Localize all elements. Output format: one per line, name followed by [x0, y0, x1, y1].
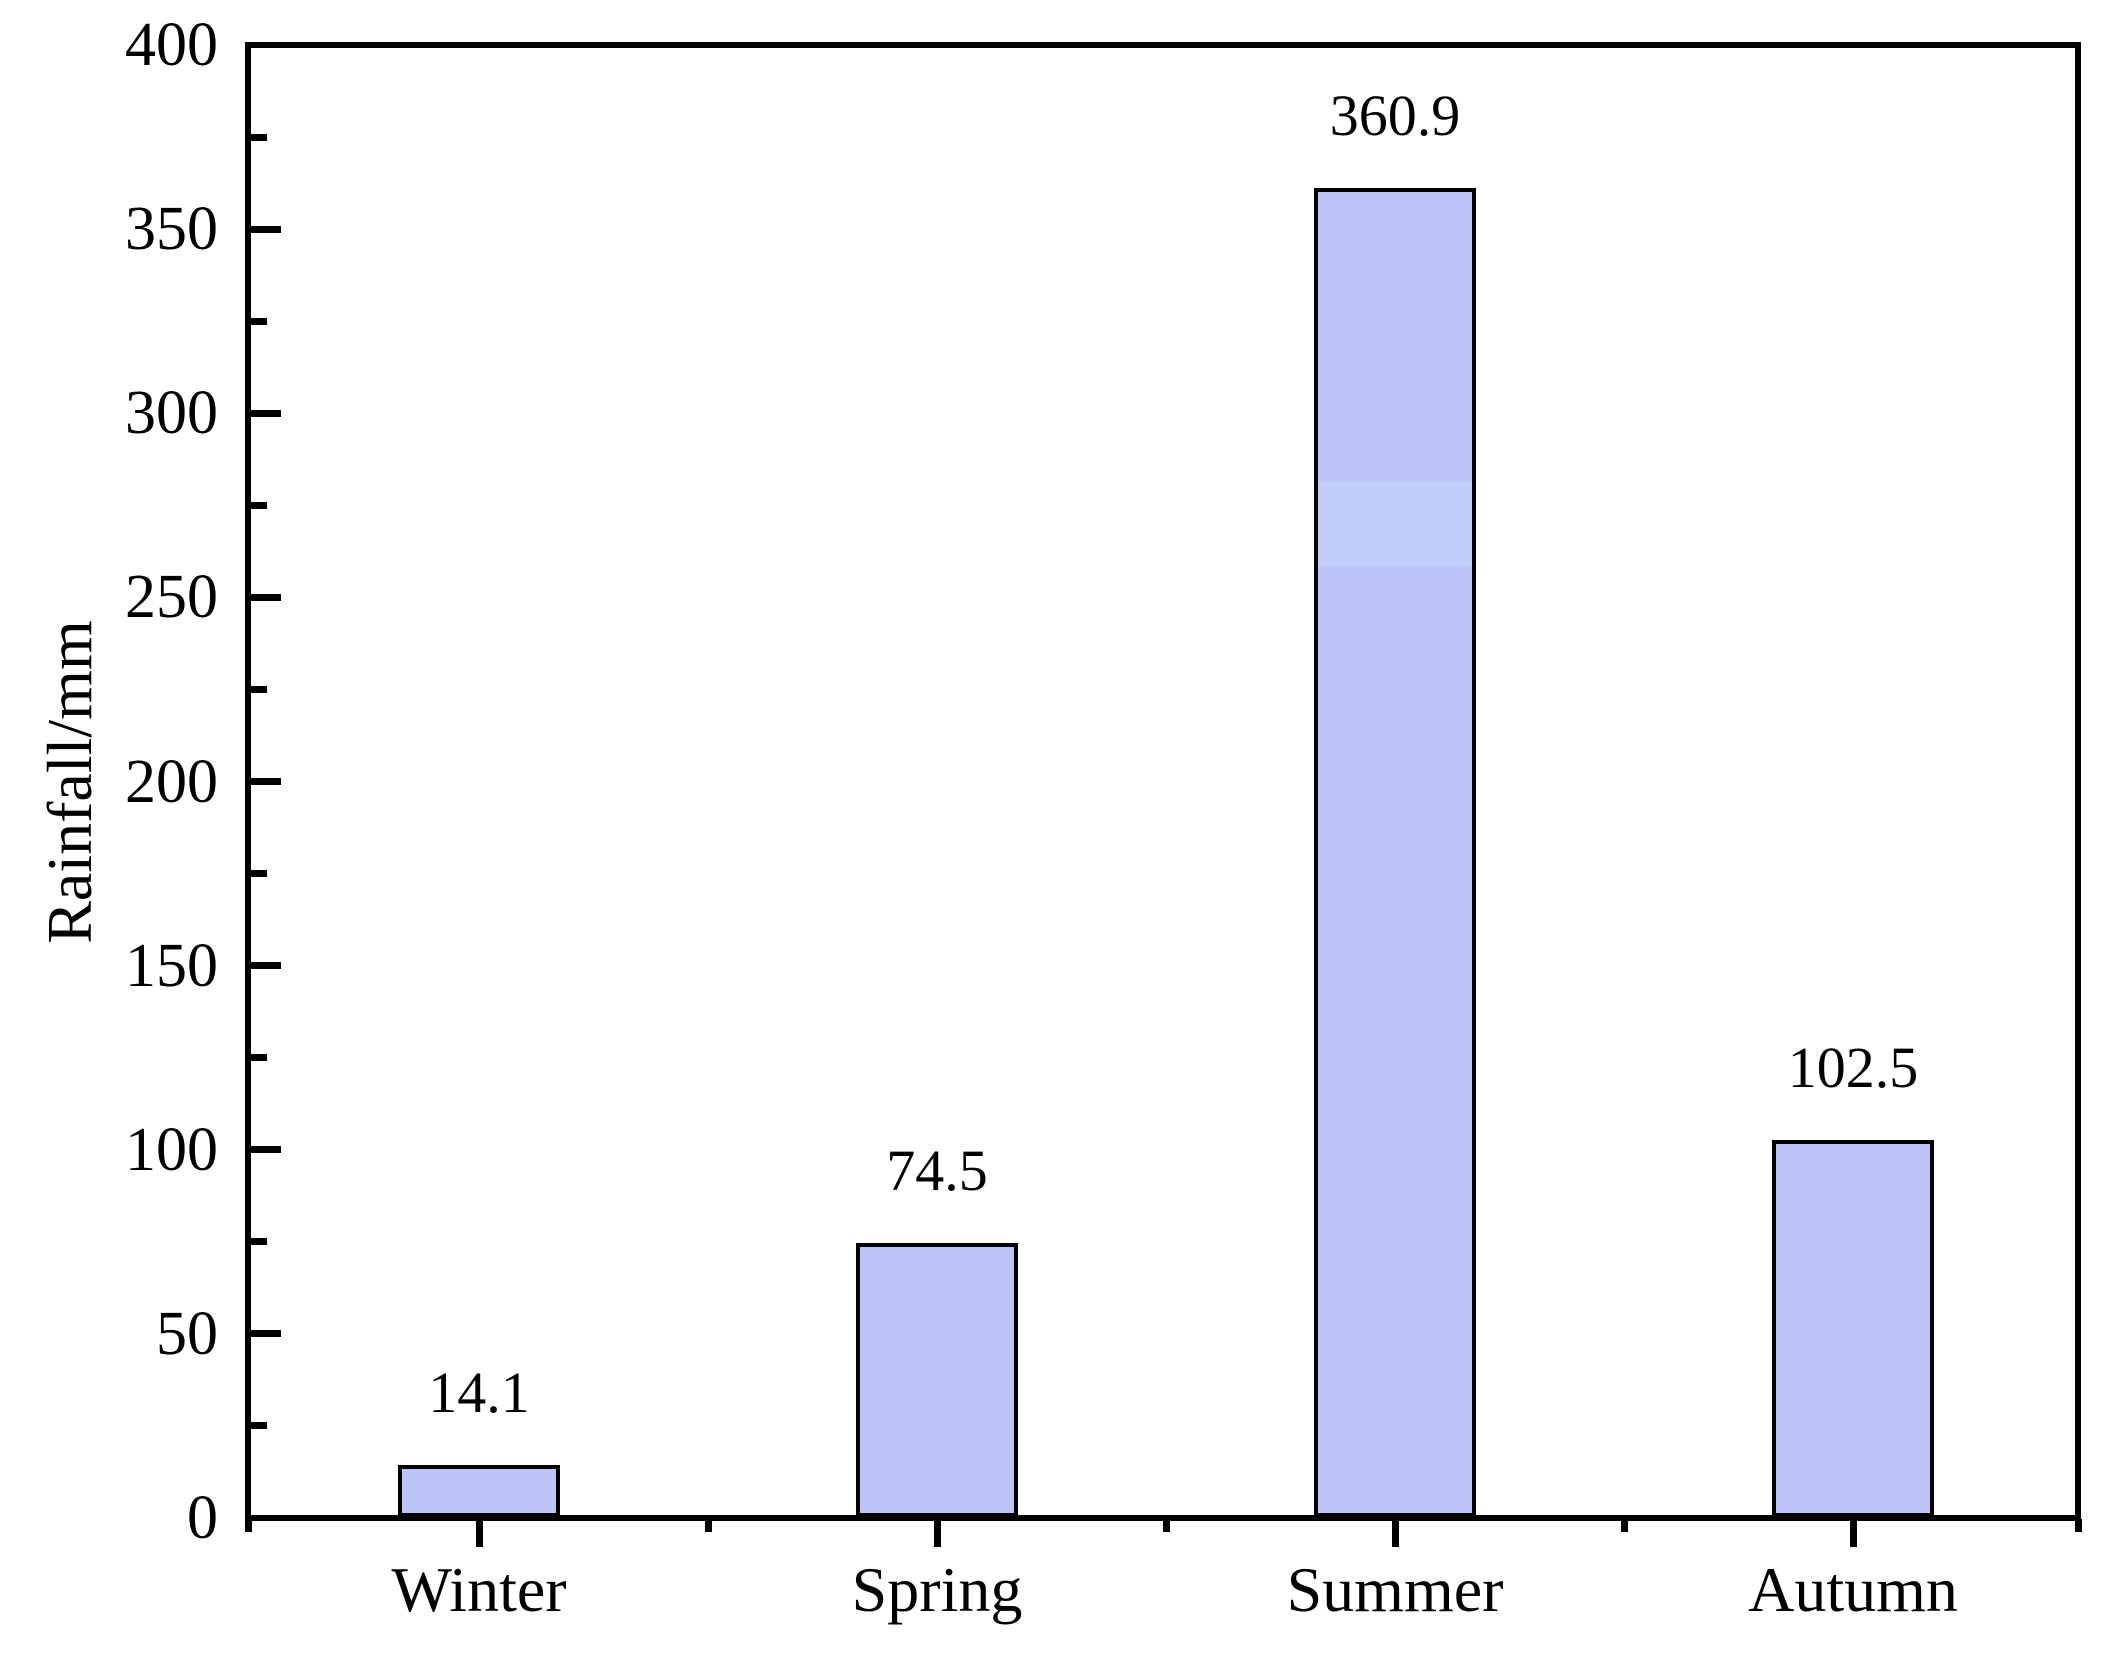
y-minor-tick [251, 1422, 267, 1429]
x-category-label: Spring [851, 1554, 1023, 1625]
x-boundary-tick [1163, 1519, 1170, 1532]
y-tick-label: 150 [125, 932, 218, 1000]
y-minor-tick [251, 502, 267, 509]
bar-autumn [1772, 1140, 1934, 1517]
y-minor-tick [251, 134, 267, 141]
y-tick-label: 350 [125, 195, 218, 263]
bar-winter [398, 1465, 560, 1517]
x-major-tick [934, 1519, 941, 1547]
x-category-label: Summer [1286, 1554, 1504, 1625]
x-major-tick [1392, 1519, 1399, 1547]
bar-summer [1314, 188, 1476, 1517]
y-major-tick [251, 778, 281, 785]
y-minor-tick [251, 686, 267, 693]
y-tick-label: 100 [125, 1116, 218, 1184]
x-major-tick [1850, 1519, 1857, 1547]
bar-value-label: 14.1 [428, 1360, 530, 1425]
bar-value-label: 74.5 [886, 1138, 988, 1203]
x-category-label: Winter [391, 1554, 567, 1625]
y-tick-label: 300 [125, 379, 218, 447]
y-minor-tick [251, 1238, 267, 1245]
y-tick-label: 50 [156, 1300, 218, 1368]
y-minor-tick [251, 870, 267, 877]
y-major-tick [251, 410, 281, 417]
x-boundary-tick [2075, 1519, 2082, 1532]
x-major-tick [476, 1519, 483, 1547]
y-minor-tick [251, 318, 267, 325]
y-major-tick [251, 1146, 281, 1153]
y-tick-label: 400 [125, 11, 218, 79]
plot-frame [245, 42, 2081, 1521]
x-category-label: Autumn [1748, 1554, 1958, 1625]
y-tick-label: 200 [125, 748, 218, 816]
y-major-tick [251, 226, 281, 233]
y-major-tick [251, 594, 281, 601]
bar-spring [856, 1243, 1018, 1517]
bar-value-label: 102.5 [1787, 1035, 1919, 1100]
bar-value-label: 360.9 [1329, 83, 1461, 148]
x-boundary-tick [245, 1519, 252, 1532]
y-major-tick [251, 1330, 281, 1337]
y-tick-label: 0 [187, 1484, 218, 1552]
bar-shade-band [1318, 482, 1472, 567]
y-minor-tick [251, 1054, 267, 1061]
y-major-tick [251, 962, 281, 969]
x-boundary-tick [1621, 1519, 1628, 1532]
y-tick-label: 250 [125, 563, 218, 631]
x-boundary-tick [705, 1519, 712, 1532]
